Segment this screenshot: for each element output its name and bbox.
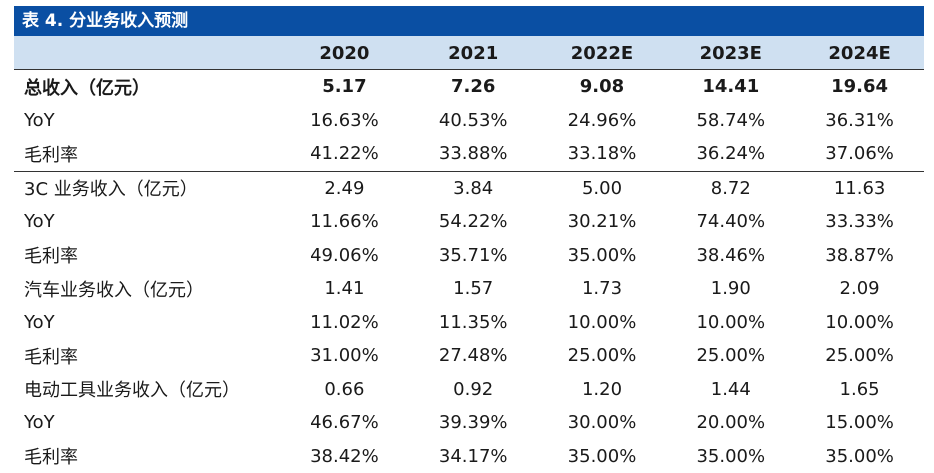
table-cell: 7.26: [409, 70, 538, 104]
table-cell: 49.06%: [280, 239, 409, 273]
table-cell: 35.71%: [409, 239, 538, 273]
table-cell: 38.87%: [795, 239, 924, 273]
table-cell: 41.22%: [280, 137, 409, 171]
column-header: 2024E: [795, 36, 924, 70]
column-header: 2020: [280, 36, 409, 70]
table-cell: 38.46%: [666, 239, 795, 273]
table-cell: 11.02%: [280, 306, 409, 340]
row-label: 毛利率: [14, 440, 280, 473]
table-cell: 20.00%: [666, 406, 795, 440]
table-cell: 33.88%: [409, 137, 538, 171]
table-cell: 40.53%: [409, 104, 538, 138]
table-cell: 5.00: [538, 171, 667, 205]
table-cell: 1.90: [666, 272, 795, 306]
table-cell: 10.00%: [538, 306, 667, 340]
table-cell: 35.00%: [666, 440, 795, 473]
table-cell: 1.65: [795, 373, 924, 407]
row-label: 总收入（亿元）: [14, 70, 280, 104]
table-cell: 35.00%: [795, 440, 924, 473]
table-cell: 25.00%: [538, 339, 667, 373]
table-cell: 2.09: [795, 272, 924, 306]
table-cell: 9.08: [538, 70, 667, 104]
header-row: 2020 2021 2022E 2023E 2024E: [14, 36, 924, 70]
table-cell: 1.73: [538, 272, 667, 306]
table-cell: 0.92: [409, 373, 538, 407]
table-cell: 1.57: [409, 272, 538, 306]
row-label: 汽车业务收入（亿元）: [14, 272, 280, 306]
table-cell: 31.00%: [280, 339, 409, 373]
table-cell: 39.39%: [409, 406, 538, 440]
row-label: YoY: [14, 205, 280, 239]
table-cell: 33.18%: [538, 137, 667, 171]
column-header: 2022E: [538, 36, 667, 70]
table-cell: 1.44: [666, 373, 795, 407]
row-label: YoY: [14, 306, 280, 340]
table-cell: 19.64: [795, 70, 924, 104]
table-cell: 1.20: [538, 373, 667, 407]
table-cell: 54.22%: [409, 205, 538, 239]
table-cell: 10.00%: [795, 306, 924, 340]
table-cell: 11.35%: [409, 306, 538, 340]
row-label: YoY: [14, 104, 280, 138]
table-cell: 24.96%: [538, 104, 667, 138]
column-header: 2023E: [666, 36, 795, 70]
table-cell: 30.00%: [538, 406, 667, 440]
header-empty: [14, 36, 280, 70]
table-cell: 37.06%: [795, 137, 924, 171]
table-cell: 11.63: [795, 171, 924, 205]
table-title: 表 4. 分业务收入预测: [14, 6, 924, 36]
table-cell: 16.63%: [280, 104, 409, 138]
table-cell: 35.00%: [538, 239, 667, 273]
table-cell: 36.24%: [666, 137, 795, 171]
table-cell: 38.42%: [280, 440, 409, 473]
table-cell: 10.00%: [666, 306, 795, 340]
row-label: 毛利率: [14, 239, 280, 273]
table-cell: 27.48%: [409, 339, 538, 373]
table-cell: 5.17: [280, 70, 409, 104]
table-cell: 35.00%: [538, 440, 667, 473]
table-cell: 36.31%: [795, 104, 924, 138]
table-cell: 25.00%: [795, 339, 924, 373]
table-cell: 14.41: [666, 70, 795, 104]
table-cell: 74.40%: [666, 205, 795, 239]
table-cell: 2.49: [280, 171, 409, 205]
row-label: YoY: [14, 406, 280, 440]
table-cell: 11.66%: [280, 205, 409, 239]
table-cell: 0.66: [280, 373, 409, 407]
row-label: 毛利率: [14, 137, 280, 171]
table-cell: 15.00%: [795, 406, 924, 440]
row-label: 电动工具业务收入（亿元）: [14, 373, 280, 407]
table-cell: 34.17%: [409, 440, 538, 473]
row-label: 3C 业务收入（亿元）: [14, 171, 280, 205]
table-cell: 33.33%: [795, 205, 924, 239]
table-cell: 1.41: [280, 272, 409, 306]
table-cell: 58.74%: [666, 104, 795, 138]
row-label: 毛利率: [14, 339, 280, 373]
table-cell: 3.84: [409, 171, 538, 205]
table-cell: 8.72: [666, 171, 795, 205]
column-header: 2021: [409, 36, 538, 70]
table-cell: 25.00%: [666, 339, 795, 373]
table-cell: 30.21%: [538, 205, 667, 239]
table-cell: 46.67%: [280, 406, 409, 440]
